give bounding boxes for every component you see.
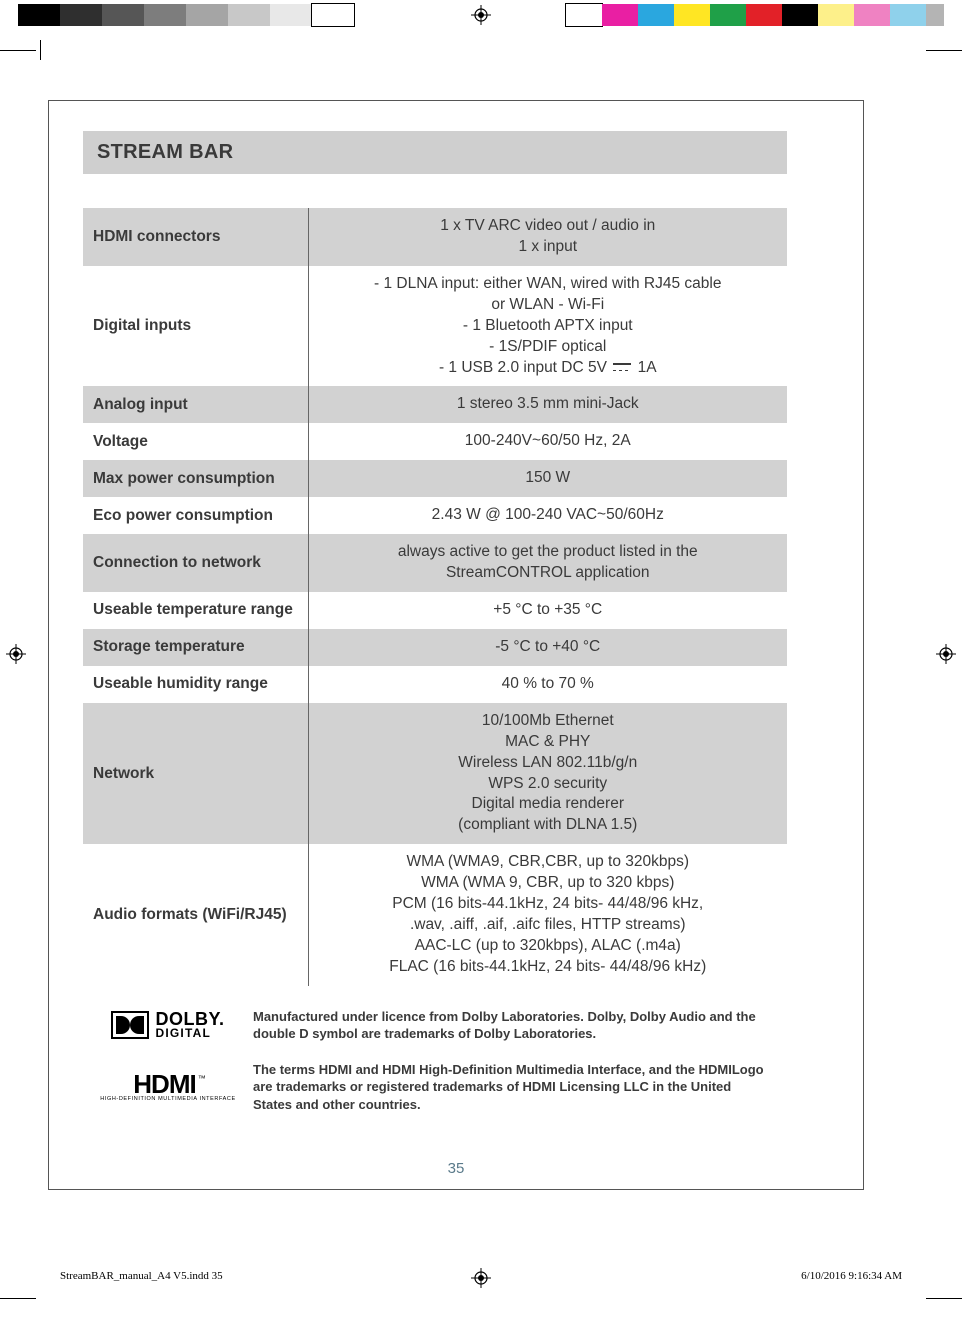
table-row: Voltage100-240V~60/50 Hz, 2A <box>83 423 787 460</box>
footer-timestamp: 6/10/2016 9:16:34 AM <box>801 1270 902 1282</box>
spec-value: 1 x TV ARC video out / audio in1 x input <box>308 208 787 266</box>
spec-value: always active to get the product listed … <box>308 534 787 592</box>
table-row: HDMI connectors1 x TV ARC video out / au… <box>83 208 787 266</box>
spec-value: 1 stereo 3.5 mm mini-Jack <box>308 386 787 423</box>
table-row: Storage temperature-5 °C to +40 °C <box>83 629 787 666</box>
spec-label: Digital inputs <box>83 266 308 387</box>
section-title: STREAM BAR <box>83 131 787 174</box>
table-row: Connection to networkalways active to ge… <box>83 534 787 592</box>
page-number: 35 <box>49 1160 863 1177</box>
spec-label: Voltage <box>83 423 308 460</box>
table-row: Digital inputs- 1 DLNA input: either WAN… <box>83 266 787 387</box>
color-swatches <box>566 4 944 26</box>
hdmi-block: HDMI™ HIGH-DEFINITION MULTIMEDIA INTERFA… <box>83 1061 829 1114</box>
spec-label: Audio formats (WiFi/RJ45) <box>83 844 308 986</box>
table-row: Audio formats (WiFi/RJ45)WMA (WMA9, CBR,… <box>83 844 787 986</box>
footer-info: StreamBAR_manual_A4 V5.indd 35 6/10/2016… <box>60 1270 902 1282</box>
spec-value: +5 °C to +35 °C <box>308 592 787 629</box>
registration-mark-icon <box>6 644 26 664</box>
spec-label: Eco power consumption <box>83 497 308 534</box>
registration-mark-icon <box>471 5 491 25</box>
dolby-block: DOLBY. DIGITAL Manufactured under licenc… <box>83 1008 829 1043</box>
dc-symbol-icon <box>613 362 631 372</box>
registration-mark-icon <box>936 644 956 664</box>
spec-value: 10/100Mb EthernetMAC & PHYWireless LAN 8… <box>308 703 787 845</box>
spec-value: WMA (WMA9, CBR,CBR, up to 320kbps)WMA (W… <box>308 844 787 986</box>
specifications-table: HDMI connectors1 x TV ARC video out / au… <box>83 208 787 986</box>
dolby-logo-icon: DOLBY. DIGITAL <box>111 1011 224 1039</box>
spec-label: Useable temperature range <box>83 592 308 629</box>
footer-filename: StreamBAR_manual_A4 V5.indd 35 <box>60 1270 223 1282</box>
table-row: Network10/100Mb EthernetMAC & PHYWireles… <box>83 703 787 845</box>
spec-value: 40 % to 70 % <box>308 666 787 703</box>
spec-label: Storage temperature <box>83 629 308 666</box>
spec-label: Max power consumption <box>83 460 308 497</box>
table-row: Max power consumption150 W <box>83 460 787 497</box>
dolby-legal-text: Manufactured under licence from Dolby La… <box>253 1008 773 1043</box>
spec-label: Network <box>83 703 308 845</box>
spec-value: 2.43 W @ 100-240 VAC~50/60Hz <box>308 497 787 534</box>
hdmi-legal-text: The terms HDMI and HDMI High-Definition … <box>253 1061 773 1114</box>
dolby-logo-line2: DIGITAL <box>155 1028 224 1039</box>
hdmi-logo-tm: ™ <box>198 1074 205 1083</box>
table-row: Eco power consumption2.43 W @ 100-240 VA… <box>83 497 787 534</box>
spec-value: 150 W <box>308 460 787 497</box>
table-row: Useable humidity range40 % to 70 % <box>83 666 787 703</box>
grayscale-swatches <box>18 4 354 26</box>
table-row: Useable temperature range+5 °C to +35 °C <box>83 592 787 629</box>
spec-value: 100-240V~60/50 Hz, 2A <box>308 423 787 460</box>
spec-value: -5 °C to +40 °C <box>308 629 787 666</box>
page-panel: STREAM BAR HDMI connectors1 x TV ARC vid… <box>48 100 864 1190</box>
spec-label: Analog input <box>83 386 308 423</box>
spec-value: - 1 DLNA input: either WAN, wired with R… <box>308 266 787 387</box>
spec-label: HDMI connectors <box>83 208 308 266</box>
table-row: Analog input1 stereo 3.5 mm mini-Jack <box>83 386 787 423</box>
spec-label: Connection to network <box>83 534 308 592</box>
hdmi-logo-icon: HDMI™ HIGH-DEFINITION MULTIMEDIA INTERFA… <box>100 1073 235 1102</box>
hdmi-logo-main: HDMI <box>133 1069 195 1099</box>
spec-label: Useable humidity range <box>83 666 308 703</box>
